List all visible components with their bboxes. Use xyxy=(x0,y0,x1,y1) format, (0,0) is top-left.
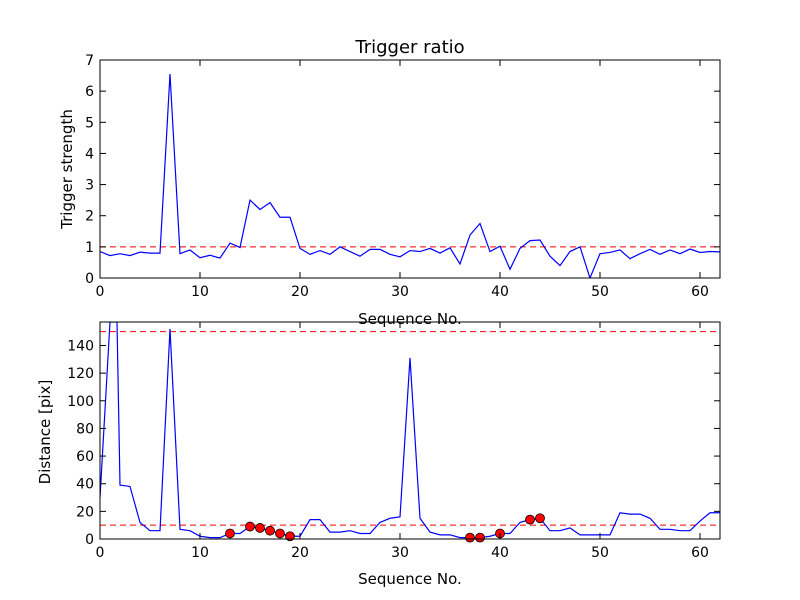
distance-subplot: 0 10 20 30 40 50 60 0 20 40 60 80 100 120 140 Sequence … xyxy=(36,321,721,588)
top-x-tick-label: 10 xyxy=(191,284,209,300)
top-y-axis-label: Trigger strength xyxy=(58,109,76,230)
bottom-y-tick-label: 140 xyxy=(67,338,94,354)
bottom-x-tick-label: 50 xyxy=(591,545,609,561)
top-y-tick-label: 1 xyxy=(85,240,94,256)
bottom-x-tick-label: 60 xyxy=(691,545,709,561)
bottom-data-marker xyxy=(255,523,265,533)
trigger-ratio-subplot: 0 10 20 30 40 50 60 0 1 2 3 4 5 6 7 Trigger ratio Sequen… xyxy=(58,37,721,328)
bottom-x-tick-label: 10 xyxy=(191,545,209,561)
top-chart-title: Trigger ratio xyxy=(354,37,464,58)
bottom-data-marker xyxy=(475,532,485,543)
top-y-tick-label: 0 xyxy=(85,271,94,287)
top-x-tick-label: 40 xyxy=(491,284,509,300)
top-y-tick-label: 5 xyxy=(85,115,94,131)
top-axes-frame xyxy=(99,59,721,279)
top-y-tick-label: 2 xyxy=(85,209,94,225)
top-x-tick-label: 60 xyxy=(691,284,709,300)
bottom-y-tick-label: 0 xyxy=(85,532,94,548)
bottom-x-tick-label: 20 xyxy=(291,545,309,561)
bottom-y-tick-label: 20 xyxy=(76,504,94,520)
top-y-tick-label: 4 xyxy=(85,146,94,162)
bottom-axes-frame xyxy=(99,321,721,540)
bottom-x-axis-label: Sequence No. xyxy=(358,570,462,588)
bottom-y-tick-label: 60 xyxy=(76,449,94,465)
bottom-x-tick-label: 0 xyxy=(96,545,105,561)
bottom-y-tick-label: 40 xyxy=(76,477,94,493)
bottom-data-marker xyxy=(465,532,475,543)
bottom-y-axis-label: Distance [pix] xyxy=(36,380,54,485)
top-x-tick-label: 50 xyxy=(591,284,609,300)
bottom-y-tick-label: 100 xyxy=(67,394,94,410)
top-x-tick-label: 20 xyxy=(291,284,309,300)
top-y-tick-label: 6 xyxy=(85,84,94,100)
bottom-data-marker xyxy=(525,514,535,525)
bottom-data-marker xyxy=(265,525,275,536)
top-y-tick-label: 3 xyxy=(85,178,94,194)
bottom-data-marker xyxy=(275,528,285,539)
bottom-data-marker xyxy=(535,513,545,524)
top-x-axis-label: Sequence No. xyxy=(358,310,462,328)
bottom-data-marker xyxy=(285,531,295,542)
top-series-line xyxy=(100,73,720,278)
bottom-y-tick-label: 120 xyxy=(67,366,94,382)
top-x-tick-label: 0 xyxy=(96,284,105,300)
top-y-tick-label: 7 xyxy=(85,53,94,69)
bottom-x-tick-label: 40 xyxy=(491,545,509,561)
bottom-data-marker xyxy=(245,521,255,532)
bottom-y-tick-label: 80 xyxy=(76,421,94,437)
bottom-x-tick-label: 30 xyxy=(391,545,409,561)
top-x-tick-label: 30 xyxy=(391,284,409,300)
bottom-data-marker xyxy=(225,528,235,539)
bottom-series-line xyxy=(100,322,720,539)
